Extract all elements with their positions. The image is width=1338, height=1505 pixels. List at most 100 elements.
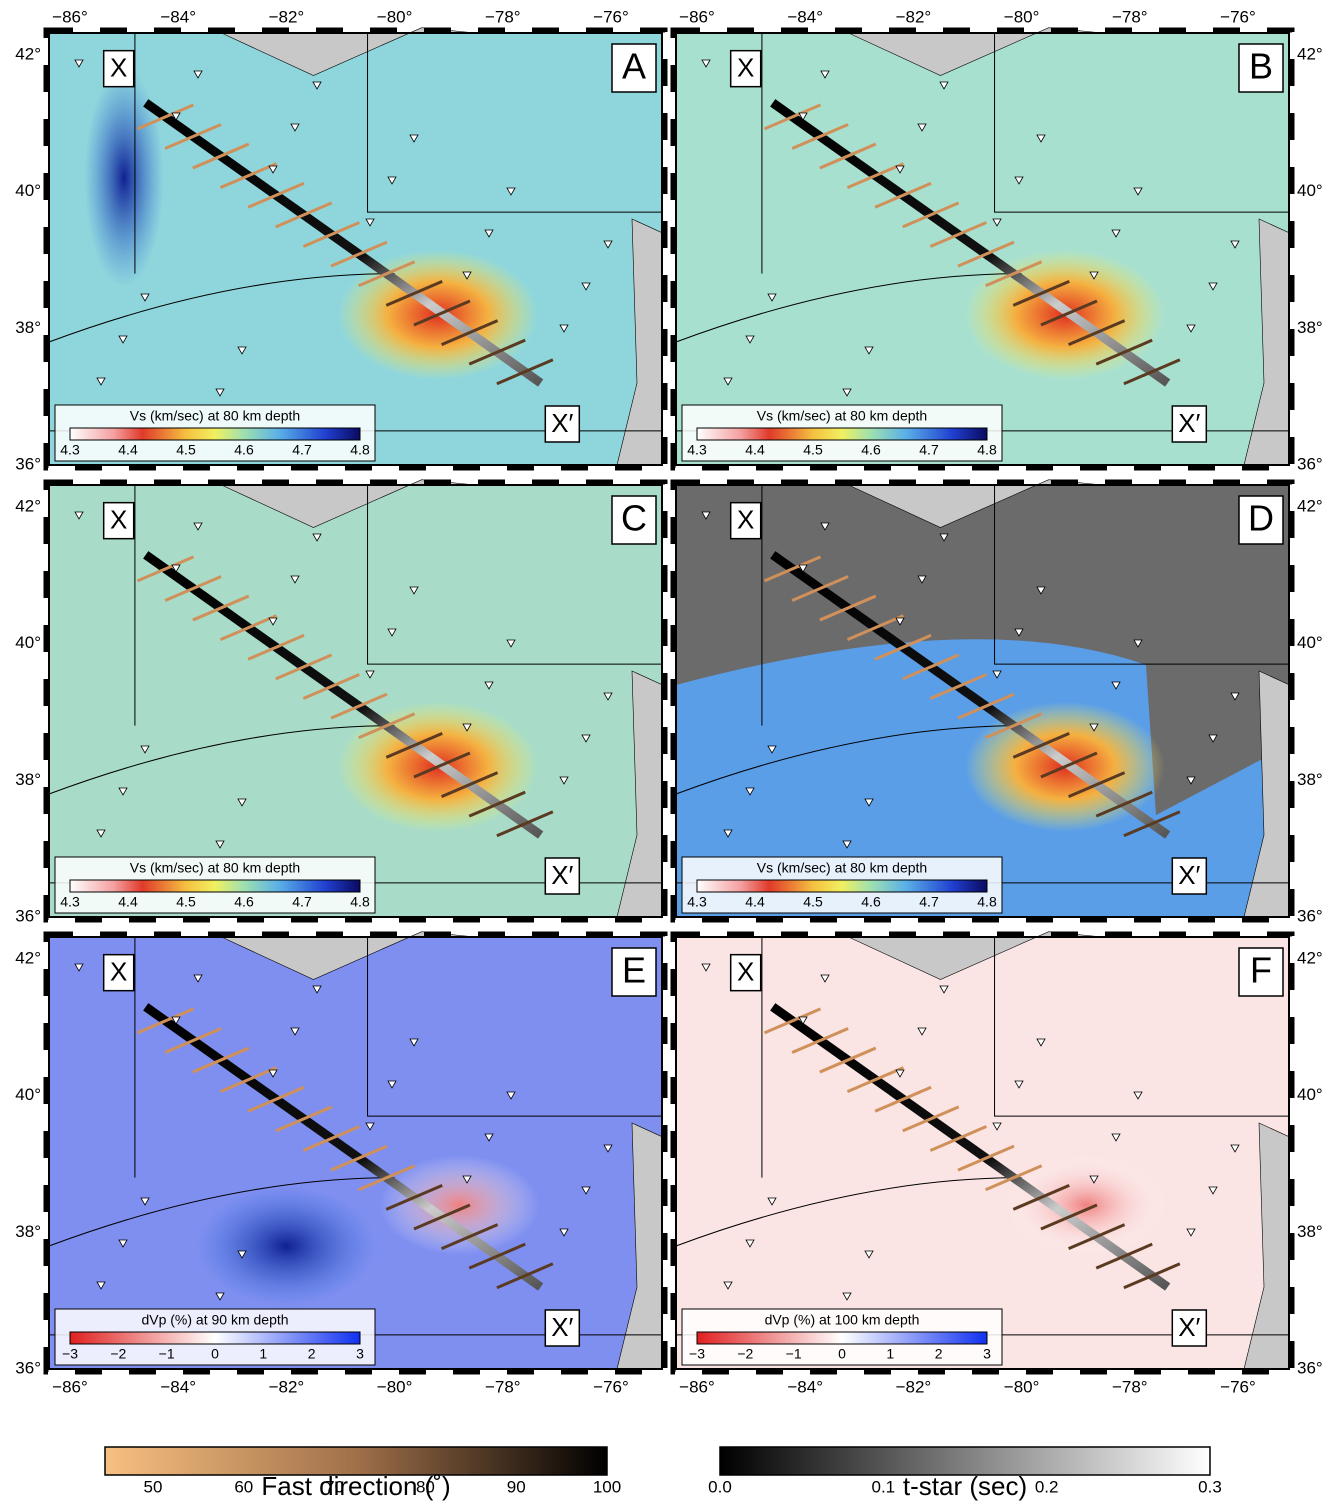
legend-tick-label: 4.8: [977, 442, 997, 458]
station: [559, 776, 569, 785]
station: [1186, 1228, 1196, 1237]
lat-label: 42°: [15, 948, 41, 967]
lat-label: 36°: [15, 906, 41, 925]
frame: [675, 936, 1290, 1370]
split-bar: [247, 181, 305, 209]
station: [1186, 324, 1196, 333]
profile-start-label: X: [110, 957, 127, 987]
legend-tick-label: 4.5: [803, 894, 823, 910]
station: [171, 564, 181, 573]
split-bar: [413, 1203, 471, 1231]
lat-label: 38°: [1297, 770, 1323, 789]
station: [767, 1197, 777, 1206]
legend-tick-label: 4.5: [176, 442, 196, 458]
split-bar: [192, 142, 250, 170]
split-bar: [247, 633, 305, 661]
station: [1208, 1186, 1218, 1195]
lon-label: −78°: [485, 7, 521, 26]
split-bar: [136, 103, 195, 131]
station: [312, 985, 322, 994]
split-bar: [763, 103, 822, 131]
split-bar: [846, 1066, 905, 1094]
lon-label: −84°: [160, 7, 196, 26]
station: [484, 681, 494, 690]
split-bar: [358, 260, 416, 288]
station: [268, 1069, 278, 1078]
station: [1036, 134, 1046, 143]
frame: [48, 484, 663, 918]
split-bar: [496, 810, 554, 838]
station: [864, 346, 874, 355]
lon-label: −80°: [377, 1377, 413, 1396]
split-bar: [440, 1223, 499, 1250]
profile-end-label: X′: [551, 860, 573, 890]
lat-label: 40°: [15, 633, 41, 652]
split-bar: [763, 1007, 822, 1035]
station: [237, 798, 247, 807]
split-bar: [164, 1027, 222, 1054]
split-bar: [819, 594, 877, 622]
station: [1111, 681, 1121, 690]
frame: [48, 32, 663, 466]
lon-label: −82°: [896, 1377, 932, 1396]
lon-label: −86°: [52, 1377, 88, 1396]
station: [939, 533, 949, 542]
split-bar: [330, 240, 388, 268]
station: [895, 617, 905, 626]
legend-tick-label: −3: [62, 1346, 78, 1362]
station: [215, 840, 225, 849]
split-bar: [358, 1164, 416, 1192]
profile-end-label-box: [1171, 1309, 1208, 1347]
lon-label: −78°: [1112, 7, 1148, 26]
lat-label: 38°: [15, 318, 41, 337]
station: [1089, 723, 1099, 732]
station: [603, 692, 613, 701]
profile-start-label: X: [737, 957, 754, 987]
lat-label: 38°: [15, 770, 41, 789]
profile-start-label-box: [102, 953, 135, 992]
split-bar: [791, 1027, 849, 1054]
split-bar: [136, 1007, 195, 1035]
legend-tick-label: 4.3: [687, 442, 707, 458]
split-bar: [902, 201, 960, 229]
profile-line: [770, 1003, 1171, 1291]
station: [701, 59, 711, 68]
legend-colorbar: [696, 427, 988, 441]
station: [409, 586, 419, 595]
split-bar: [957, 1144, 1015, 1172]
lat-label: 38°: [15, 1222, 41, 1241]
split-bar: [1012, 279, 1070, 307]
panel-letter: F: [1250, 950, 1272, 991]
colorbar-tick-label: 60: [234, 1477, 253, 1496]
legend-tick-label: 1: [886, 1346, 894, 1362]
legend-tick-label: 4.4: [118, 442, 138, 458]
colorbar: [104, 1446, 608, 1476]
split-bar: [413, 299, 471, 327]
station: [1036, 586, 1046, 595]
station: [895, 1069, 905, 1078]
lon-label: −84°: [787, 1377, 823, 1396]
station: [290, 1027, 300, 1036]
legend-tick-label: 4.3: [60, 442, 80, 458]
station: [820, 522, 830, 531]
station: [864, 1250, 874, 1259]
map-panel: D X X′ Vs (km/sec) at 80 km depth 4.3 4.4 4.5 4…: [670, 479, 1323, 925]
colorbar-tick-label: 0.2: [1035, 1477, 1059, 1496]
profile-end-label-box: [1171, 405, 1208, 443]
station: [215, 388, 225, 397]
panel-letter: E: [622, 950, 646, 991]
lat-label: 36°: [15, 1358, 41, 1377]
station: [559, 1228, 569, 1237]
legend-tick-label: 4.3: [687, 894, 707, 910]
legend-tick-label: −2: [737, 1346, 753, 1362]
station: [140, 1197, 150, 1206]
frame-ticks: [43, 27, 668, 471]
station: [992, 1122, 1002, 1131]
station: [723, 377, 733, 386]
split-bar: [819, 142, 877, 170]
panel-letter: C: [621, 498, 647, 539]
split-bar: [496, 358, 554, 386]
colorbar-tick-label: 80: [416, 1477, 435, 1496]
profile-line: [143, 1003, 544, 1291]
profile-end-label: X′: [1178, 1312, 1200, 1342]
